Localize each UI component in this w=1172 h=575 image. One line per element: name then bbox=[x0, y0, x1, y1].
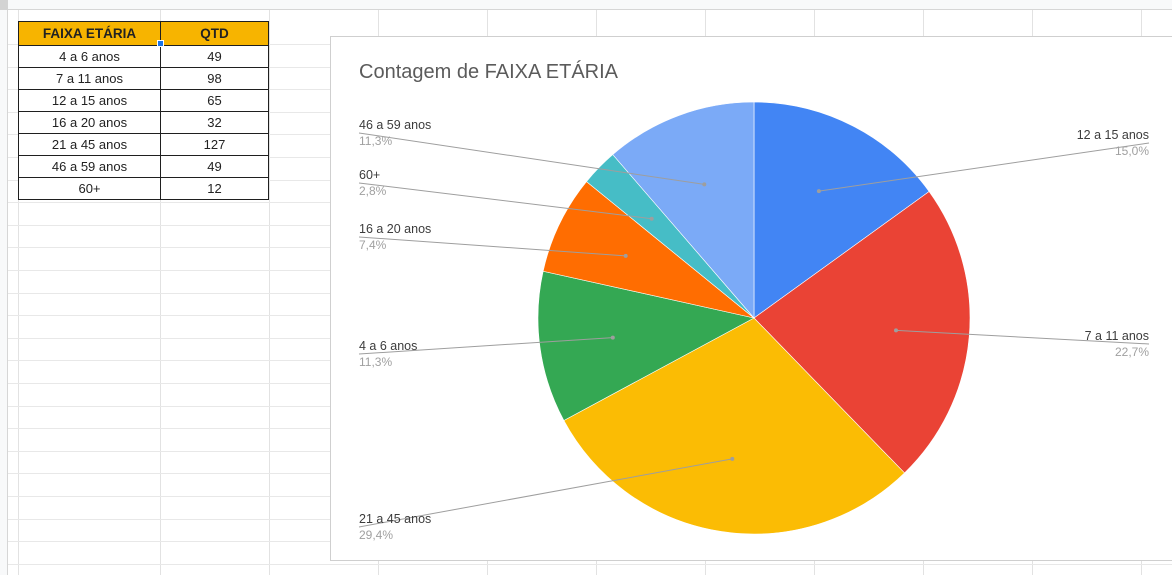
slice-label-16-a-20-anos: 16 a 20 anos bbox=[359, 222, 431, 236]
table-row: 21 a 45 anos 127 bbox=[18, 133, 269, 156]
table-cell[interactable]: 127 bbox=[160, 133, 269, 156]
pie-slice-7-a-11-anos[interactable] bbox=[753, 191, 971, 474]
grid-column-line bbox=[269, 0, 270, 575]
slice-label-21-a-45-anos: 21 a 45 anos bbox=[359, 512, 431, 526]
callout-dot-12-a-15-anos bbox=[816, 189, 821, 194]
slice-label-12-a-15-anos: 12 a 15 anos bbox=[1077, 128, 1149, 142]
callout-dot-16-a-20-anos bbox=[623, 253, 628, 258]
slice-percent-12-a-15-anos: 15,0% bbox=[1115, 144, 1149, 158]
callout-line-60 bbox=[358, 182, 652, 220]
selection-fill-handle[interactable] bbox=[157, 40, 164, 47]
column-header-bar[interactable] bbox=[0, 0, 1172, 10]
table-row: 60+ 12 bbox=[18, 177, 269, 200]
pie-slice-46-a-59-anos[interactable] bbox=[612, 101, 755, 319]
table-cell[interactable]: 98 bbox=[160, 67, 269, 90]
pie-chart: 12 a 15 anos 15,0% 7 a 11 anos 22,7% 21 a 45… bbox=[358, 101, 1150, 542]
callout-dot-46-a-59-anos bbox=[702, 182, 707, 187]
header-cell-qtd[interactable]: QTD bbox=[160, 21, 269, 46]
grid-row-line bbox=[0, 564, 1172, 565]
table-cell[interactable]: 21 a 45 anos bbox=[18, 133, 161, 156]
chart-title: Contagem de FAIXA ETÁRIA bbox=[359, 61, 619, 83]
table-cell[interactable]: 46 a 59 anos bbox=[18, 155, 161, 178]
pie-slice-21-a-45-anos[interactable] bbox=[563, 317, 905, 535]
callout-line-46-a-59-anos bbox=[358, 132, 705, 185]
data-table: FAIXA ETÁRIA QTD 4 a 6 anos 49 7 a 11 an… bbox=[18, 21, 269, 200]
pie-slice-4-a-6-anos[interactable] bbox=[537, 270, 755, 421]
slice-label-60: 60+ bbox=[359, 168, 380, 182]
callout-dot-60 bbox=[649, 216, 654, 221]
callout-line-21-a-45-anos bbox=[358, 458, 733, 528]
pie-slice-16-a-20-anos[interactable] bbox=[542, 181, 755, 319]
pie-slice-12-a-15-anos[interactable] bbox=[753, 101, 930, 319]
slice-label-46-a-59-anos: 46 a 59 anos bbox=[359, 118, 431, 132]
slice-percent-16-a-20-anos: 7,4% bbox=[359, 238, 387, 252]
table-cell[interactable]: 32 bbox=[160, 111, 269, 134]
callout-dot-21-a-45-anos bbox=[730, 456, 735, 461]
callout-line-16-a-20-anos bbox=[358, 236, 626, 257]
slice-percent-21-a-45-anos: 29,4% bbox=[359, 528, 393, 542]
table-row: 16 a 20 anos 32 bbox=[18, 111, 269, 134]
grid-column-line bbox=[18, 0, 19, 575]
table-cell[interactable]: 16 a 20 anos bbox=[18, 111, 161, 134]
table-row: 4 a 6 anos 49 bbox=[18, 45, 269, 68]
table-cell[interactable]: 65 bbox=[160, 89, 269, 112]
callout-line-4-a-6-anos bbox=[358, 337, 613, 355]
callout-dot-4-a-6-anos bbox=[610, 335, 615, 340]
table-row: 7 a 11 anos 98 bbox=[18, 67, 269, 90]
slice-percent-60: 2,8% bbox=[359, 184, 387, 198]
table-cell[interactable]: 7 a 11 anos bbox=[18, 67, 161, 90]
table-cell[interactable]: 12 bbox=[160, 177, 269, 200]
table-cell[interactable]: 60+ bbox=[18, 177, 161, 200]
table-row: 12 a 15 anos 65 bbox=[18, 89, 269, 112]
slice-percent-4-a-6-anos: 11,3% bbox=[359, 355, 392, 369]
table-cell[interactable]: 12 a 15 anos bbox=[18, 89, 161, 112]
slice-percent-7-a-11-anos: 22,7% bbox=[1115, 345, 1149, 359]
callout-dot-7-a-11-anos bbox=[894, 328, 898, 333]
table-cell[interactable]: 4 a 6 anos bbox=[18, 45, 161, 68]
table-row: 46 a 59 anos 49 bbox=[18, 155, 269, 178]
pie-chart-panel[interactable]: Contagem de FAIXA ETÁRIA 12 a 15 anos 15,… bbox=[330, 36, 1172, 561]
row-header-bar[interactable] bbox=[0, 0, 8, 575]
slice-percent-46-a-59-anos: 11,3% bbox=[359, 134, 392, 148]
select-all-corner[interactable] bbox=[0, 0, 8, 10]
callout-line-7-a-11-anos bbox=[895, 329, 1150, 345]
table-cell[interactable]: 49 bbox=[160, 155, 269, 178]
callout-line-12-a-15-anos bbox=[818, 142, 1150, 192]
grid-column-line bbox=[160, 0, 161, 575]
slice-label-4-a-6-anos: 4 a 6 anos bbox=[359, 339, 417, 353]
slice-label-7-a-11-anos: 7 a 11 anos bbox=[1085, 329, 1149, 343]
header-cell-faixa-etaria[interactable]: FAIXA ETÁRIA bbox=[18, 21, 161, 46]
table-cell[interactable]: 49 bbox=[160, 45, 269, 68]
table-header-row: FAIXA ETÁRIA QTD bbox=[18, 21, 269, 46]
